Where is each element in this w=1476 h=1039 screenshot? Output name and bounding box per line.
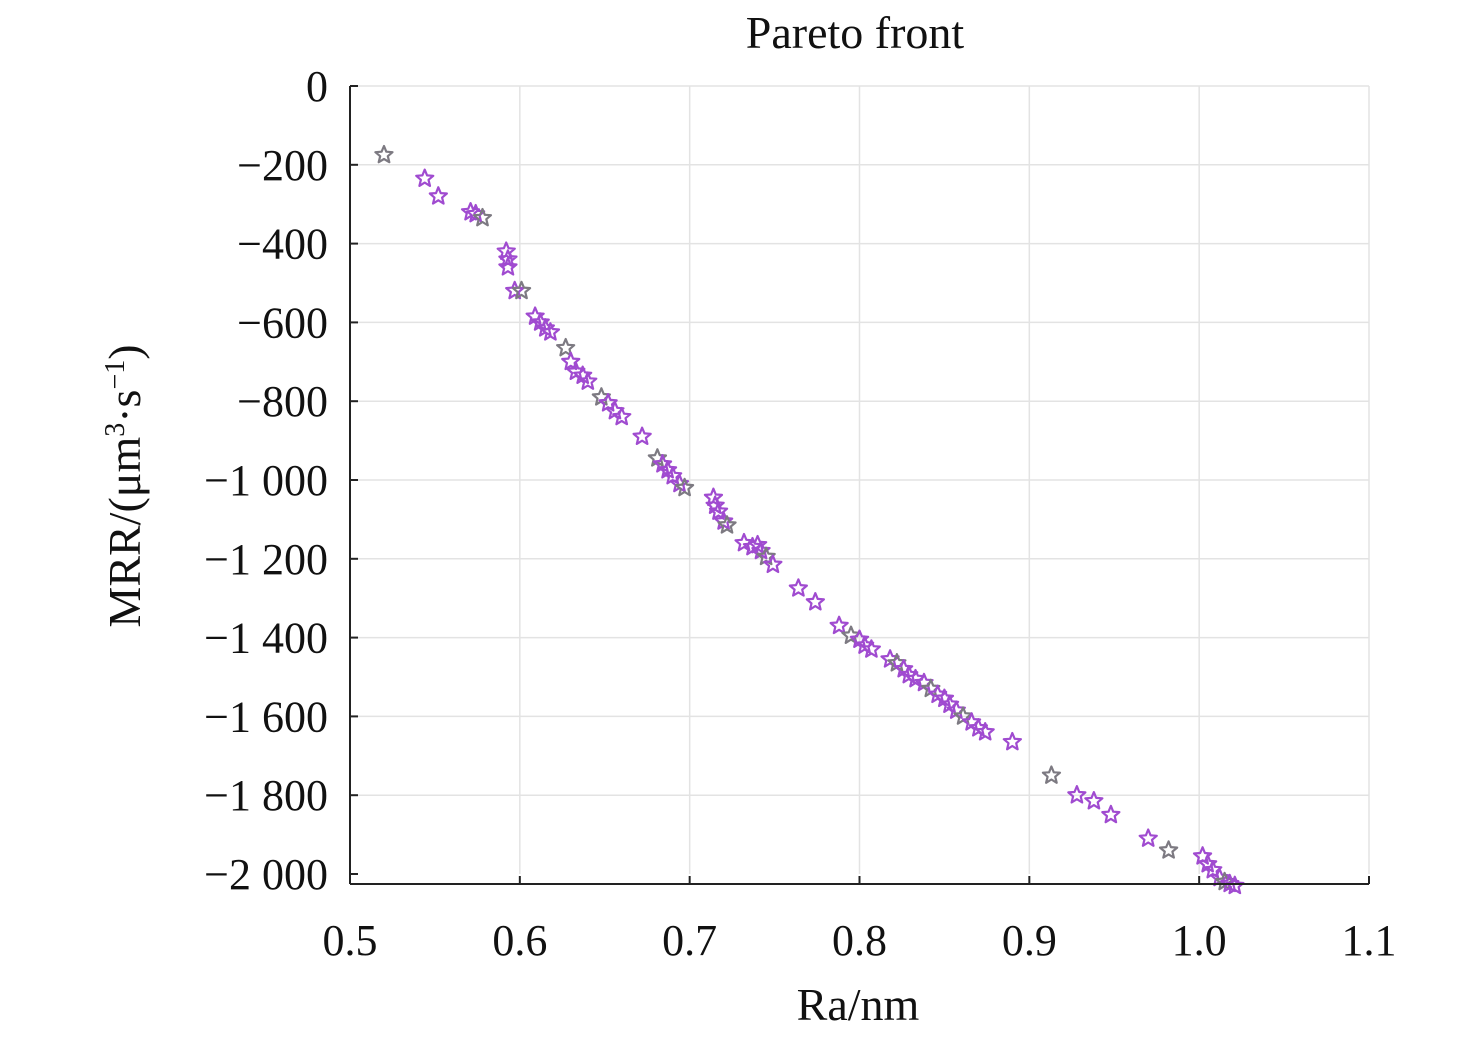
chart-title: Pareto front [746, 7, 965, 58]
data-point [1158, 840, 1179, 859]
data-point [472, 207, 493, 227]
data-point [849, 629, 870, 648]
data-point [788, 578, 808, 597]
data-points [374, 144, 1245, 895]
data-point [1067, 785, 1087, 804]
data-point [717, 515, 737, 534]
data-point [657, 460, 678, 479]
data-point [511, 280, 532, 300]
data-point [975, 722, 995, 741]
y-tick-label: −600 [237, 298, 328, 347]
y-axis-title-base: MRR/(μm [99, 437, 150, 628]
data-point [708, 501, 729, 520]
data-point [525, 306, 545, 325]
data-point [674, 477, 695, 497]
x-tick-label: 1.0 [1172, 916, 1227, 965]
x-tick-label: 0.6 [492, 916, 547, 965]
y-tick-label: −2 000 [204, 850, 328, 899]
data-point [747, 534, 768, 554]
data-point [1002, 731, 1022, 751]
y-tick-label: 0 [306, 62, 328, 111]
tick-labels: 0 −200 −400 −600 −800 −1 000 −1 200 −1 400 −1 60… [204, 62, 1396, 965]
data-point [1101, 804, 1121, 824]
data-point [415, 168, 435, 187]
x-tick-label: 0.5 [323, 916, 378, 965]
y-axis-title-end: ) [99, 344, 150, 359]
data-point [612, 406, 632, 426]
data-point [763, 554, 783, 574]
data-point [953, 706, 973, 725]
data-point [1084, 791, 1104, 810]
y-axis-title-mid: ·s [99, 390, 150, 423]
x-tick-label: 0.9 [1002, 916, 1057, 965]
y-tick-label: −1 000 [204, 456, 328, 505]
data-point [805, 592, 825, 611]
y-tick-label: −1 400 [204, 614, 328, 663]
data-point [751, 540, 771, 560]
data-point [573, 365, 593, 384]
data-point [1041, 765, 1062, 784]
data-point [561, 351, 581, 371]
data-point [578, 371, 598, 390]
y-axis-title-sup1: 3 [100, 423, 131, 437]
grid [350, 85, 1370, 874]
data-point [1225, 875, 1245, 895]
data-point [498, 257, 518, 276]
x-tick-label: 0.8 [832, 916, 887, 965]
data-point [530, 312, 550, 331]
data-point [374, 144, 394, 164]
data-point [829, 615, 849, 635]
data-point [934, 688, 955, 708]
data-point [505, 280, 525, 300]
data-point [632, 426, 652, 445]
x-axis-title: Ra/nm [797, 979, 920, 1030]
data-point [894, 659, 914, 678]
y-tick-label: −800 [237, 377, 328, 426]
data-point [861, 639, 881, 658]
data-point [705, 495, 725, 514]
y-axis-title: MRR/(μm3·s−1) [99, 344, 150, 627]
data-point [1138, 828, 1158, 847]
data-point [498, 249, 518, 268]
data-point [556, 337, 576, 357]
data-point [540, 322, 561, 341]
y-tick-label: −200 [237, 141, 328, 190]
y-axis-title-sup2: −1 [100, 360, 131, 390]
axes [349, 85, 1370, 885]
x-tick-label: 0.7 [662, 916, 717, 965]
x-tick-label: 1.1 [1342, 916, 1397, 965]
y-tick-label: −1 600 [204, 692, 328, 741]
data-point [428, 186, 448, 205]
y-tick-label: −1 200 [204, 535, 328, 584]
y-tick-label: −1 800 [204, 771, 328, 820]
y-tick-label: −400 [237, 220, 328, 269]
